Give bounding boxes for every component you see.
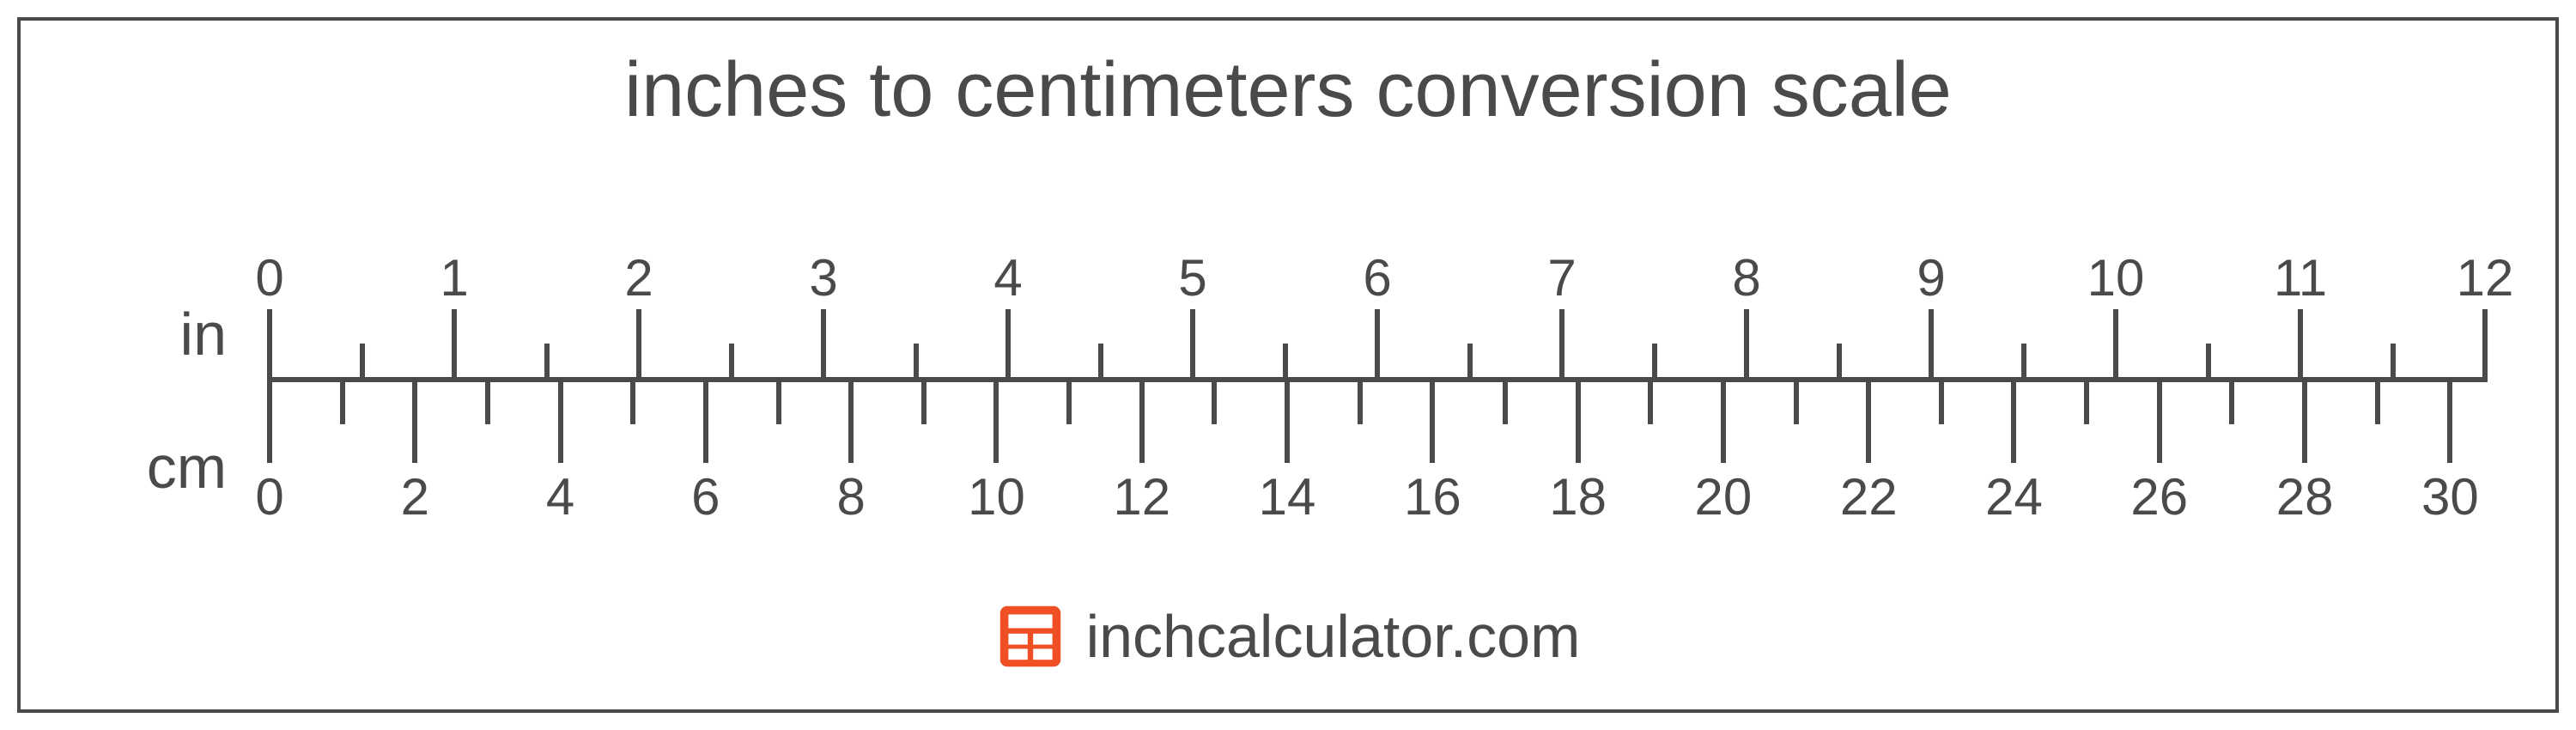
cm-tick-major (2447, 377, 2452, 463)
ruler: 0123456789101112 02468101214161820222426… (270, 201, 2485, 544)
inch-tick-minor (2021, 344, 2026, 382)
cm-tick-minor (630, 377, 635, 424)
cm-tick-minor (1939, 377, 1944, 424)
cm-tick-label: 4 (546, 467, 574, 526)
inch-tick-label: 12 (2457, 248, 2514, 307)
inch-tick-label: 7 (1547, 248, 1576, 307)
cm-tick-minor (1066, 377, 1072, 424)
inch-tick-major (821, 309, 826, 382)
cm-tick-minor (485, 377, 490, 424)
inch-tick-major (452, 309, 457, 382)
inch-tick-label: 11 (2274, 248, 2327, 307)
cm-tick-major (558, 377, 563, 463)
inch-tick-minor (914, 344, 919, 382)
cm-tick-major (703, 377, 708, 463)
cm-tick-minor (1212, 377, 1217, 424)
cm-tick-minor (921, 377, 927, 424)
unit-label-inches: in (89, 300, 227, 368)
cm-tick-major (1721, 377, 1726, 463)
cm-tick-label: 20 (1695, 467, 1753, 526)
cm-tick-label: 24 (1985, 467, 2043, 526)
cm-tick-minor (2084, 377, 2089, 424)
cm-tick-major (1430, 377, 1435, 463)
cm-tick-label: 2 (401, 467, 429, 526)
inch-tick-minor (1837, 344, 1842, 382)
inch-tick-major (1744, 309, 1749, 382)
calculator-icon (996, 602, 1065, 671)
cm-tick-label: 12 (1113, 467, 1170, 526)
cm-tick-label: 22 (1840, 467, 1898, 526)
inch-tick-major (1559, 309, 1564, 382)
footer-inner: inchcalculator.com (996, 602, 1581, 671)
inch-tick-minor (360, 344, 365, 382)
inch-tick-major (1190, 309, 1195, 382)
inch-tick-major (2298, 309, 2303, 382)
cm-tick-label: 30 (2421, 467, 2479, 526)
cm-tick-major (1139, 377, 1145, 463)
cm-tick-label: 10 (968, 467, 1025, 526)
inch-tick-major (267, 309, 272, 382)
inch-tick-label: 1 (440, 248, 468, 307)
inch-tick-label: 10 (2087, 248, 2145, 307)
cm-tick-label: 26 (2130, 467, 2188, 526)
inch-tick-minor (544, 344, 550, 382)
cm-tick-minor (1794, 377, 1799, 424)
inch-tick-major (1929, 309, 1934, 382)
cm-tick-minor (1648, 377, 1653, 424)
inch-tick-minor (2391, 344, 2396, 382)
inch-tick-minor (1467, 344, 1473, 382)
cm-tick-major (2157, 377, 2162, 463)
cm-tick-minor (340, 377, 345, 424)
cm-tick-major (848, 377, 854, 463)
cm-tick-label: 16 (1404, 467, 1461, 526)
cm-tick-major (412, 377, 417, 463)
inch-tick-major (2482, 309, 2488, 382)
cm-tick-label: 8 (836, 467, 865, 526)
inch-tick-label: 5 (1178, 248, 1206, 307)
cm-tick-label: 6 (691, 467, 720, 526)
inch-tick-major (1005, 309, 1011, 382)
cm-tick-major (993, 377, 999, 463)
cm-tick-major (267, 377, 272, 463)
inch-tick-minor (2206, 344, 2211, 382)
inch-tick-label: 8 (1732, 248, 1760, 307)
inch-tick-major (636, 309, 641, 382)
inch-tick-minor (729, 344, 734, 382)
inch-tick-label: 6 (1363, 248, 1391, 307)
unit-label-cm: cm (89, 433, 227, 502)
inch-tick-minor (1098, 344, 1103, 382)
cm-tick-minor (2375, 377, 2380, 424)
cm-tick-major (2011, 377, 2016, 463)
cm-tick-minor (2229, 377, 2234, 424)
inch-tick-label: 0 (255, 248, 283, 307)
cm-tick-major (1866, 377, 1871, 463)
footer: inchcalculator.com (21, 602, 2555, 675)
inch-tick-label: 9 (1917, 248, 1945, 307)
inch-tick-major (2113, 309, 2118, 382)
cm-tick-major (1285, 377, 1290, 463)
cm-tick-minor (1503, 377, 1508, 424)
inch-tick-label: 4 (993, 248, 1022, 307)
cm-tick-label: 0 (255, 467, 283, 526)
cm-tick-minor (776, 377, 781, 424)
inch-tick-label: 3 (809, 248, 837, 307)
cm-tick-label: 28 (2276, 467, 2334, 526)
inch-tick-label: 2 (624, 248, 653, 307)
cm-tick-label: 18 (1549, 467, 1607, 526)
footer-text: inchcalculator.com (1086, 602, 1581, 671)
outer-frame: inches to centimeters conversion scale i… (17, 17, 2559, 713)
cm-tick-label: 14 (1259, 467, 1316, 526)
inch-tick-major (1375, 309, 1380, 382)
cm-tick-major (1576, 377, 1581, 463)
cm-tick-major (2302, 377, 2307, 463)
page-title: inches to centimeters conversion scale (21, 46, 2555, 135)
cm-tick-minor (1358, 377, 1363, 424)
